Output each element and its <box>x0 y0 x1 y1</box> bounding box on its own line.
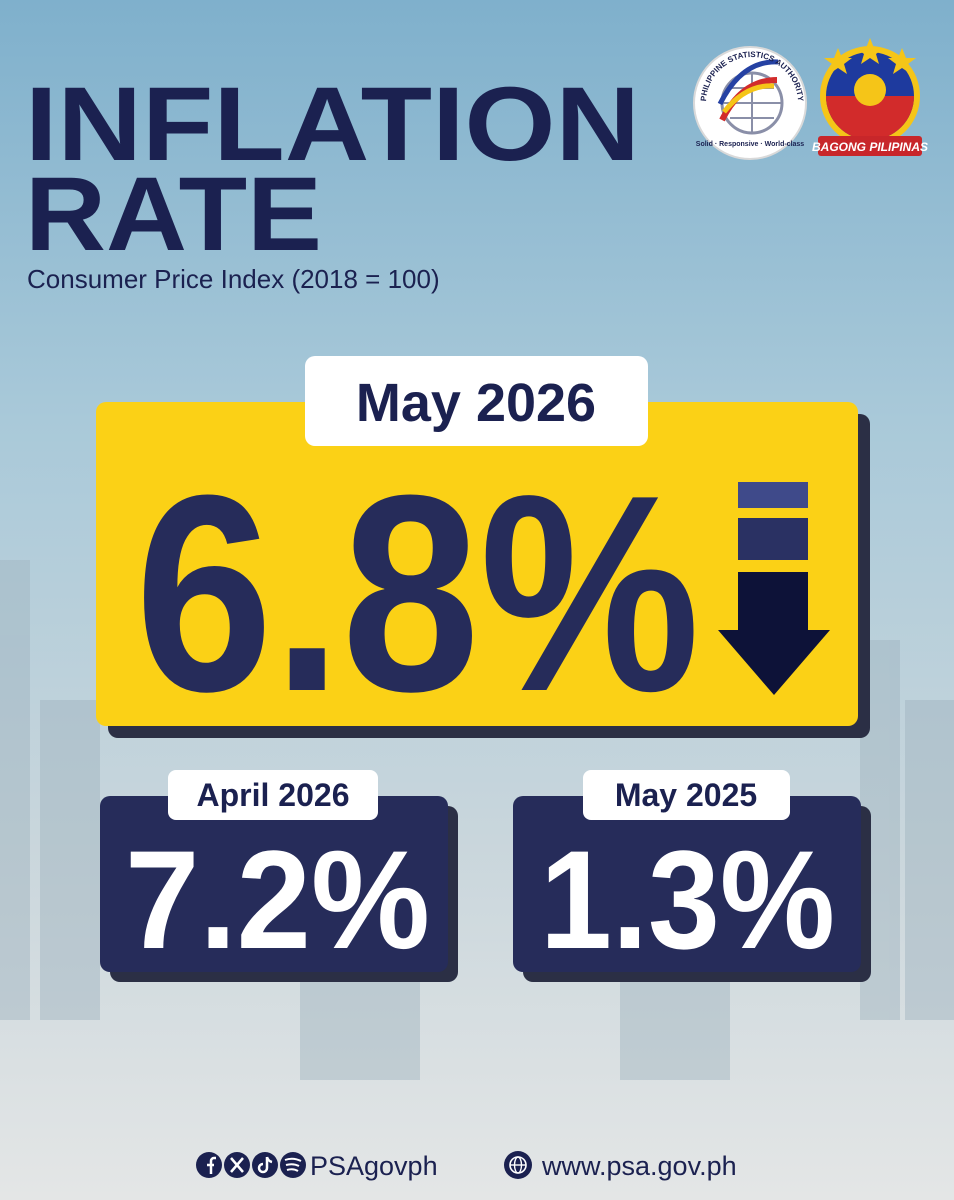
globe-icon <box>504 1151 532 1179</box>
comparison-card <box>513 796 861 972</box>
comparison-period: May 2025 <box>615 777 757 813</box>
comparison-period: April 2026 <box>197 777 350 813</box>
bagong-logo: BAGONG PILIPINAS <box>812 38 928 156</box>
title-line: RATE <box>25 156 322 273</box>
social-icons <box>196 1152 306 1178</box>
social-handle: PSAgovph <box>310 1151 438 1181</box>
comparison-rate: 1.3% <box>540 821 835 978</box>
down-arrow <box>718 482 830 695</box>
headline-rate: 6.8% <box>135 438 700 750</box>
period-pill <box>168 770 378 820</box>
website: www.psa.gov.ph <box>541 1151 737 1181</box>
period-pill <box>583 770 790 820</box>
title-line: INFLATION <box>25 66 640 183</box>
psa-motto: Solid · Responsive · World-class <box>696 141 805 148</box>
psa-logo: PHILIPPINE STATISTICS AUTHORITY Solid · … <box>693 46 807 160</box>
subtitle: Consumer Price Index (2018 = 100) <box>27 264 440 294</box>
skyline <box>0 560 954 1080</box>
bagong-label: BAGONG PILIPINAS <box>812 140 928 154</box>
comparison-card <box>100 796 448 972</box>
comparison-rate: 7.2% <box>125 821 430 978</box>
period-pill <box>305 356 648 446</box>
headline-period: May 2026 <box>356 373 596 433</box>
headline-card <box>96 402 858 726</box>
